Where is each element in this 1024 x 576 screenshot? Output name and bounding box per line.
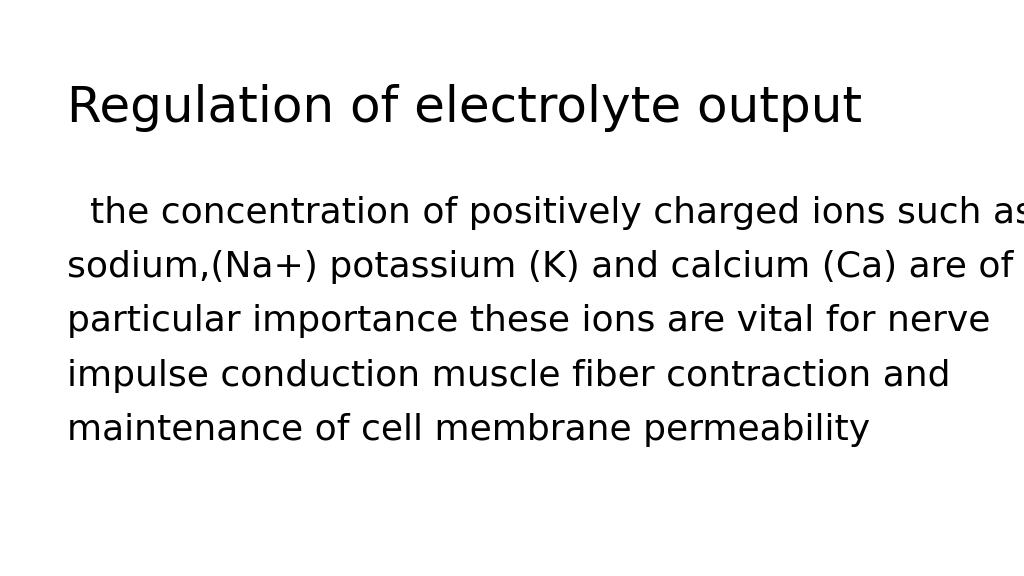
Text: the concentration of positively charged ions such as
sodium,(Na+) potassium (K) : the concentration of positively charged … <box>67 196 1024 447</box>
Text: Regulation of electrolyte output: Regulation of electrolyte output <box>67 84 861 131</box>
